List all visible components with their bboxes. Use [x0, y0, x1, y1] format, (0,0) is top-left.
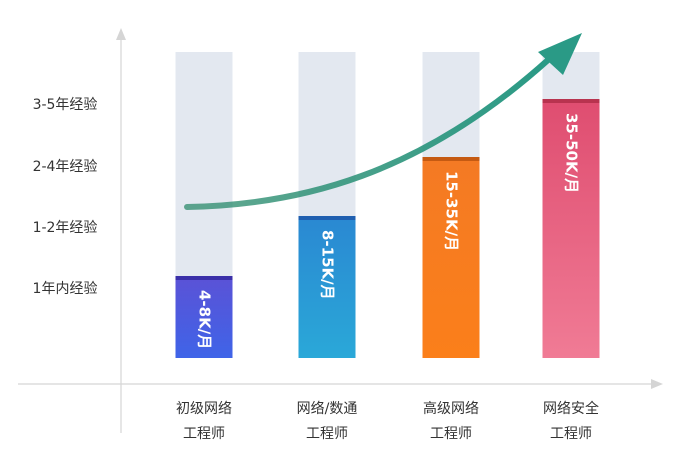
bar-cap: [298, 216, 356, 220]
y-tick-labels: 1年内经验 1-2年经验 2-4年经验 3-5年经验: [33, 97, 98, 297]
y-tick-label: 2-4年经验: [33, 159, 98, 175]
bar-value-label: 15-35K/月: [443, 171, 461, 251]
bar-cap: [542, 99, 600, 103]
x-axis-arrow-icon: [651, 379, 663, 389]
y-tick-label: 3-5年经验: [33, 97, 98, 113]
bar-value-label: 35-50K/月: [563, 113, 581, 193]
bar: [542, 99, 600, 358]
trend-arrow-line: [184, 57, 551, 210]
bar: [422, 157, 480, 358]
y-tick-label: 1年内经验: [33, 281, 98, 297]
x-tick-label: 网络安全工程师: [543, 400, 599, 442]
bar-cap: [175, 276, 233, 280]
bar: [298, 216, 356, 358]
trend-arrow-head-icon: [538, 33, 582, 75]
x-tick-label: 网络/数通工程师: [297, 401, 358, 442]
y-tick-label: 1-2年经验: [33, 220, 98, 236]
bar-value-label: 8-15K/月: [319, 230, 337, 300]
bar-value-label: 4-8K/月: [196, 290, 214, 349]
x-tick-label: 初级网络工程师: [176, 400, 232, 442]
x-tick-labels: 初级网络工程师 网络/数通工程师 高级网络工程师 网络安全工程师: [176, 400, 599, 442]
x-tick-label: 高级网络工程师: [423, 400, 479, 442]
bars-group: 4-8K/月 8-15K/月 15-35K/月 35-50K/月: [175, 52, 600, 358]
bar: [175, 276, 233, 358]
bar-cap: [422, 157, 480, 161]
y-axis-arrow-icon: [116, 28, 126, 40]
